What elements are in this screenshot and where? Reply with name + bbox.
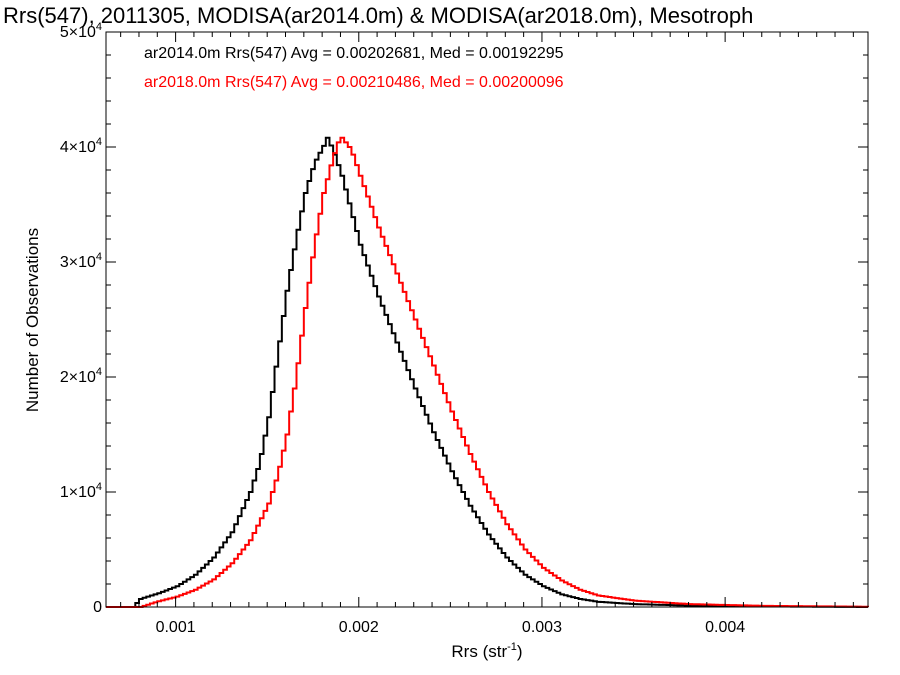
- x-tick-label-1: 0.001: [156, 619, 196, 636]
- x-axis-label: Rrs (str-1): [451, 641, 522, 661]
- legend-entry-1: ar2014.0m Rrs(547) Avg = 0.00202681, Med…: [144, 45, 564, 62]
- x-tick-label-3: 0.003: [522, 619, 562, 636]
- x-axis-label-exp: -1: [507, 641, 517, 653]
- plot-frame: [105, 31, 869, 608]
- x-axis-label-suffix: ): [517, 642, 523, 661]
- x-tick-label-2: 0.002: [339, 619, 379, 636]
- series-line-1: [106, 136, 869, 608]
- y-tick-label-3: 2×104: [60, 366, 102, 386]
- x-axis-label-main: Rrs (str: [451, 642, 507, 661]
- series-line-2: [106, 136, 869, 608]
- y-tick-label-6: 5×104: [60, 21, 102, 41]
- ticks-layer: 0.001 0.002 0.003 0.004 0 1×104 2×104 3×104 4×10…: [60, 21, 868, 636]
- y-tick-label-2: 1×104: [60, 481, 102, 501]
- y-tick-label-4: 3×104: [60, 251, 102, 271]
- y-axis-label: Number of Observations: [23, 228, 42, 412]
- legend: ar2014.0m Rrs(547) Avg = 0.00202681, Med…: [144, 45, 564, 91]
- legend-entry-2: ar2018.0m Rrs(547) Avg = 0.00210486, Med…: [144, 74, 564, 91]
- chart-title: Rrs(547), 2011305, MODISA(ar2014.0m) & M…: [3, 3, 753, 28]
- y-tick-label-5: 4×104: [60, 136, 102, 156]
- series-layer: [106, 136, 869, 608]
- y-tick-label-1: 0: [93, 599, 102, 616]
- x-tick-label-4: 0.004: [705, 619, 745, 636]
